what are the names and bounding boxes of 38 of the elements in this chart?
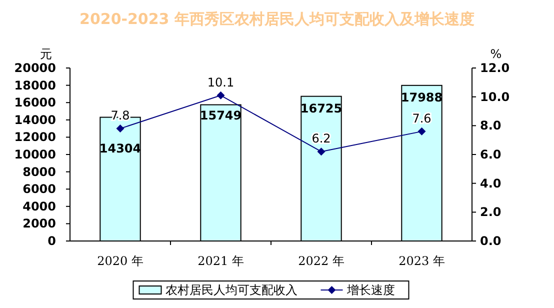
- point: [418, 127, 426, 136]
- data-label: 15749: [200, 108, 242, 122]
- y-axis-title: 元: [40, 47, 52, 61]
- y2-tick-label: 8.0: [480, 118, 502, 133]
- point: [116, 124, 124, 133]
- data-label: 16725: [300, 101, 342, 116]
- y2-tick-label: 10.0: [480, 90, 510, 104]
- legend-label: 农村居民人均可支配收入: [165, 283, 298, 297]
- x-tick-label: 2020 年: [97, 254, 144, 268]
- y2-tick-label: 6.0: [480, 148, 502, 162]
- data-label: 14304: [99, 142, 142, 156]
- chart-title: 2020-2023 年西秀区农村居民人均可支配收入及增长速度: [78, 9, 476, 30]
- x-tick-label: 2022 年: [298, 254, 344, 268]
- y-tick-label: 16000: [14, 96, 56, 110]
- y-tick-label: 6000: [22, 182, 56, 196]
- y-tick-label: 8000: [22, 164, 56, 179]
- x-tick-label: 2021 年: [198, 254, 244, 268]
- y-tick-label: 18000: [14, 78, 56, 92]
- point: [317, 148, 326, 156]
- y-tick-label: 2000: [22, 216, 56, 231]
- y-tick-label: 0: [48, 234, 56, 248]
- legend-label: 增长速度: [346, 283, 395, 297]
- y2-axis-title: %: [490, 47, 502, 61]
- data-label: 7.6: [412, 111, 432, 126]
- y-tick-label: 4000: [22, 199, 56, 214]
- y2-tick-label: 12.0: [480, 61, 510, 75]
- data-label: 17988: [400, 90, 443, 104]
- y-tick-label: 10000: [14, 148, 56, 162]
- y2-tick-label: 0.0: [480, 234, 502, 248]
- y-tick-label: 14000: [14, 112, 56, 127]
- y2-tick-label: 4.0: [480, 176, 502, 190]
- data-label: 10.1: [207, 75, 234, 90]
- y2-tick-label: 2.0: [480, 205, 502, 220]
- x-tick-label: 2023 年: [398, 254, 445, 268]
- y-tick-label: 20000: [14, 61, 56, 75]
- point: [216, 91, 225, 100]
- data-label: 6.2: [312, 132, 331, 146]
- y-tick-label: 12000: [14, 130, 56, 144]
